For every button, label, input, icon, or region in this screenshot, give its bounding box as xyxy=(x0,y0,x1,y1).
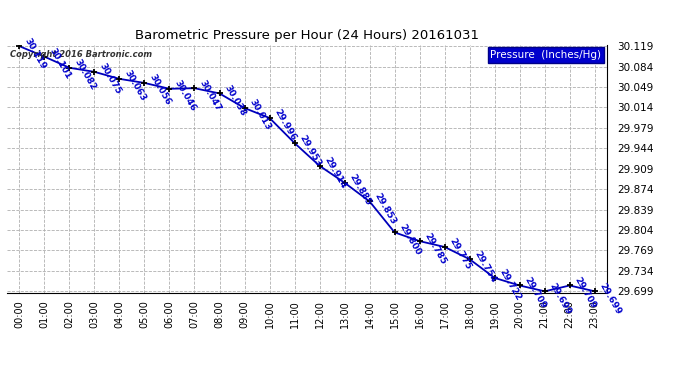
Text: 30.101: 30.101 xyxy=(47,46,72,81)
Text: 30.046: 30.046 xyxy=(172,79,197,113)
Text: 29.754: 29.754 xyxy=(473,249,497,284)
Text: 29.709: 29.709 xyxy=(573,276,598,310)
Text: 29.699: 29.699 xyxy=(598,281,623,316)
Text: 30.063: 30.063 xyxy=(122,69,147,103)
Text: 29.709: 29.709 xyxy=(522,276,548,310)
Text: 29.800: 29.800 xyxy=(397,222,422,257)
Text: 29.775: 29.775 xyxy=(447,237,473,272)
Text: 30.038: 30.038 xyxy=(222,83,247,118)
Title: Barometric Pressure per Hour (24 Hours) 20161031: Barometric Pressure per Hour (24 Hours) … xyxy=(135,30,479,42)
Text: 29.996: 29.996 xyxy=(273,108,297,143)
Text: 29.785: 29.785 xyxy=(422,231,448,266)
Text: 29.853: 29.853 xyxy=(373,191,397,226)
Text: 29.722: 29.722 xyxy=(497,268,522,303)
Text: 30.056: 30.056 xyxy=(147,73,172,107)
Text: 30.119: 30.119 xyxy=(22,36,48,70)
Text: 29.699: 29.699 xyxy=(547,281,573,316)
Text: 30.075: 30.075 xyxy=(97,62,122,96)
Text: 30.082: 30.082 xyxy=(72,58,97,92)
Text: Copyright 2016 Bartronic.com: Copyright 2016 Bartronic.com xyxy=(10,50,152,59)
Text: 29.914: 29.914 xyxy=(322,156,348,190)
Text: 29.953: 29.953 xyxy=(297,133,322,168)
Text: 29.885: 29.885 xyxy=(347,173,373,207)
Text: 30.013: 30.013 xyxy=(247,98,273,132)
Text: 30.047: 30.047 xyxy=(197,78,222,112)
Text: Pressure  (Inches/Hg): Pressure (Inches/Hg) xyxy=(490,50,601,60)
